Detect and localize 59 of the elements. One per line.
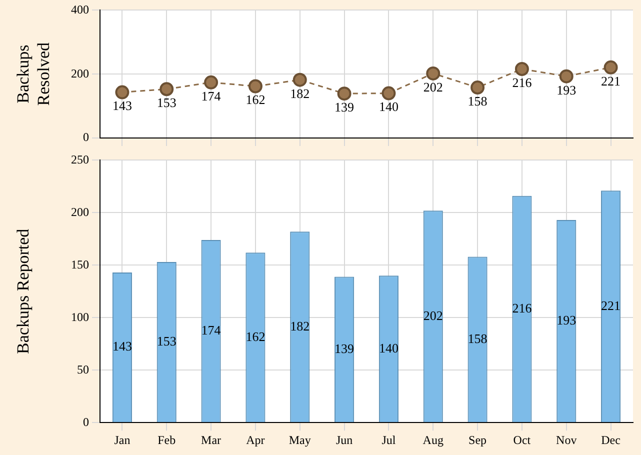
data-label: 182 <box>290 86 310 101</box>
x-tick-label: Apr <box>246 432 265 447</box>
point <box>292 72 307 87</box>
point <box>248 79 262 94</box>
data-label: 140 <box>378 340 398 356</box>
point <box>604 60 618 74</box>
data-label: 153 <box>156 95 176 110</box>
y-tick-label: 400 <box>71 2 89 16</box>
data-label: 202 <box>423 79 443 94</box>
x-tick-label: Jul <box>382 432 396 447</box>
y-tick-label: 150 <box>71 257 89 272</box>
data-label: 158 <box>468 330 488 346</box>
point <box>426 66 440 80</box>
y-tick-label: 0 <box>83 130 89 144</box>
data-label: 221 <box>601 73 621 88</box>
point <box>160 82 174 96</box>
point <box>382 86 396 100</box>
data-label: 174 <box>201 322 222 338</box>
data-label: 216 <box>512 300 532 316</box>
x-tick-label: Nov <box>556 432 577 447</box>
data-label: 216 <box>512 74 532 90</box>
point <box>115 85 130 100</box>
data-label: 143 <box>112 338 132 354</box>
point <box>337 86 352 101</box>
data-label: 193 <box>556 312 576 328</box>
y-tick-label: 0 <box>83 414 89 429</box>
data-label: 182 <box>290 318 310 334</box>
x-tick-label: Mar <box>201 432 222 447</box>
data-label: 140 <box>378 99 398 114</box>
x-tick-label: Feb <box>158 432 176 447</box>
y-axis-title: Backups Reported <box>14 228 33 354</box>
y-tick-label: 250 <box>71 152 89 166</box>
data-label: 162 <box>246 92 266 108</box>
y-tick-label: 200 <box>71 66 89 80</box>
y-tick-label: 200 <box>71 204 89 219</box>
point <box>514 62 529 76</box>
data-label: 202 <box>423 308 443 323</box>
data-label: 162 <box>246 328 266 344</box>
x-tick-label: Sep <box>468 432 487 447</box>
y-tick-label: 50 <box>77 362 89 376</box>
data-label: 139 <box>334 100 354 115</box>
x-tick-label: Jan <box>114 432 130 447</box>
x-tick-label: Jun <box>336 432 353 447</box>
point <box>204 75 218 90</box>
y-tick-label: 100 <box>71 310 89 324</box>
data-label: 139 <box>334 340 354 356</box>
data-label: 221 <box>601 298 621 313</box>
point <box>559 69 574 84</box>
x-tick-label: Dec <box>601 432 620 447</box>
data-label: 158 <box>468 93 488 108</box>
data-label: 174 <box>201 88 222 104</box>
data-label: 153 <box>156 333 176 348</box>
data-label: 143 <box>112 98 132 114</box>
data-label: 193 <box>556 82 576 98</box>
x-tick-label: Aug <box>422 432 444 447</box>
point <box>470 80 485 95</box>
x-tick-label: Oct <box>513 432 532 447</box>
x-tick-label: May <box>288 432 311 447</box>
y-axis-title: Backups Resolved <box>14 42 54 106</box>
